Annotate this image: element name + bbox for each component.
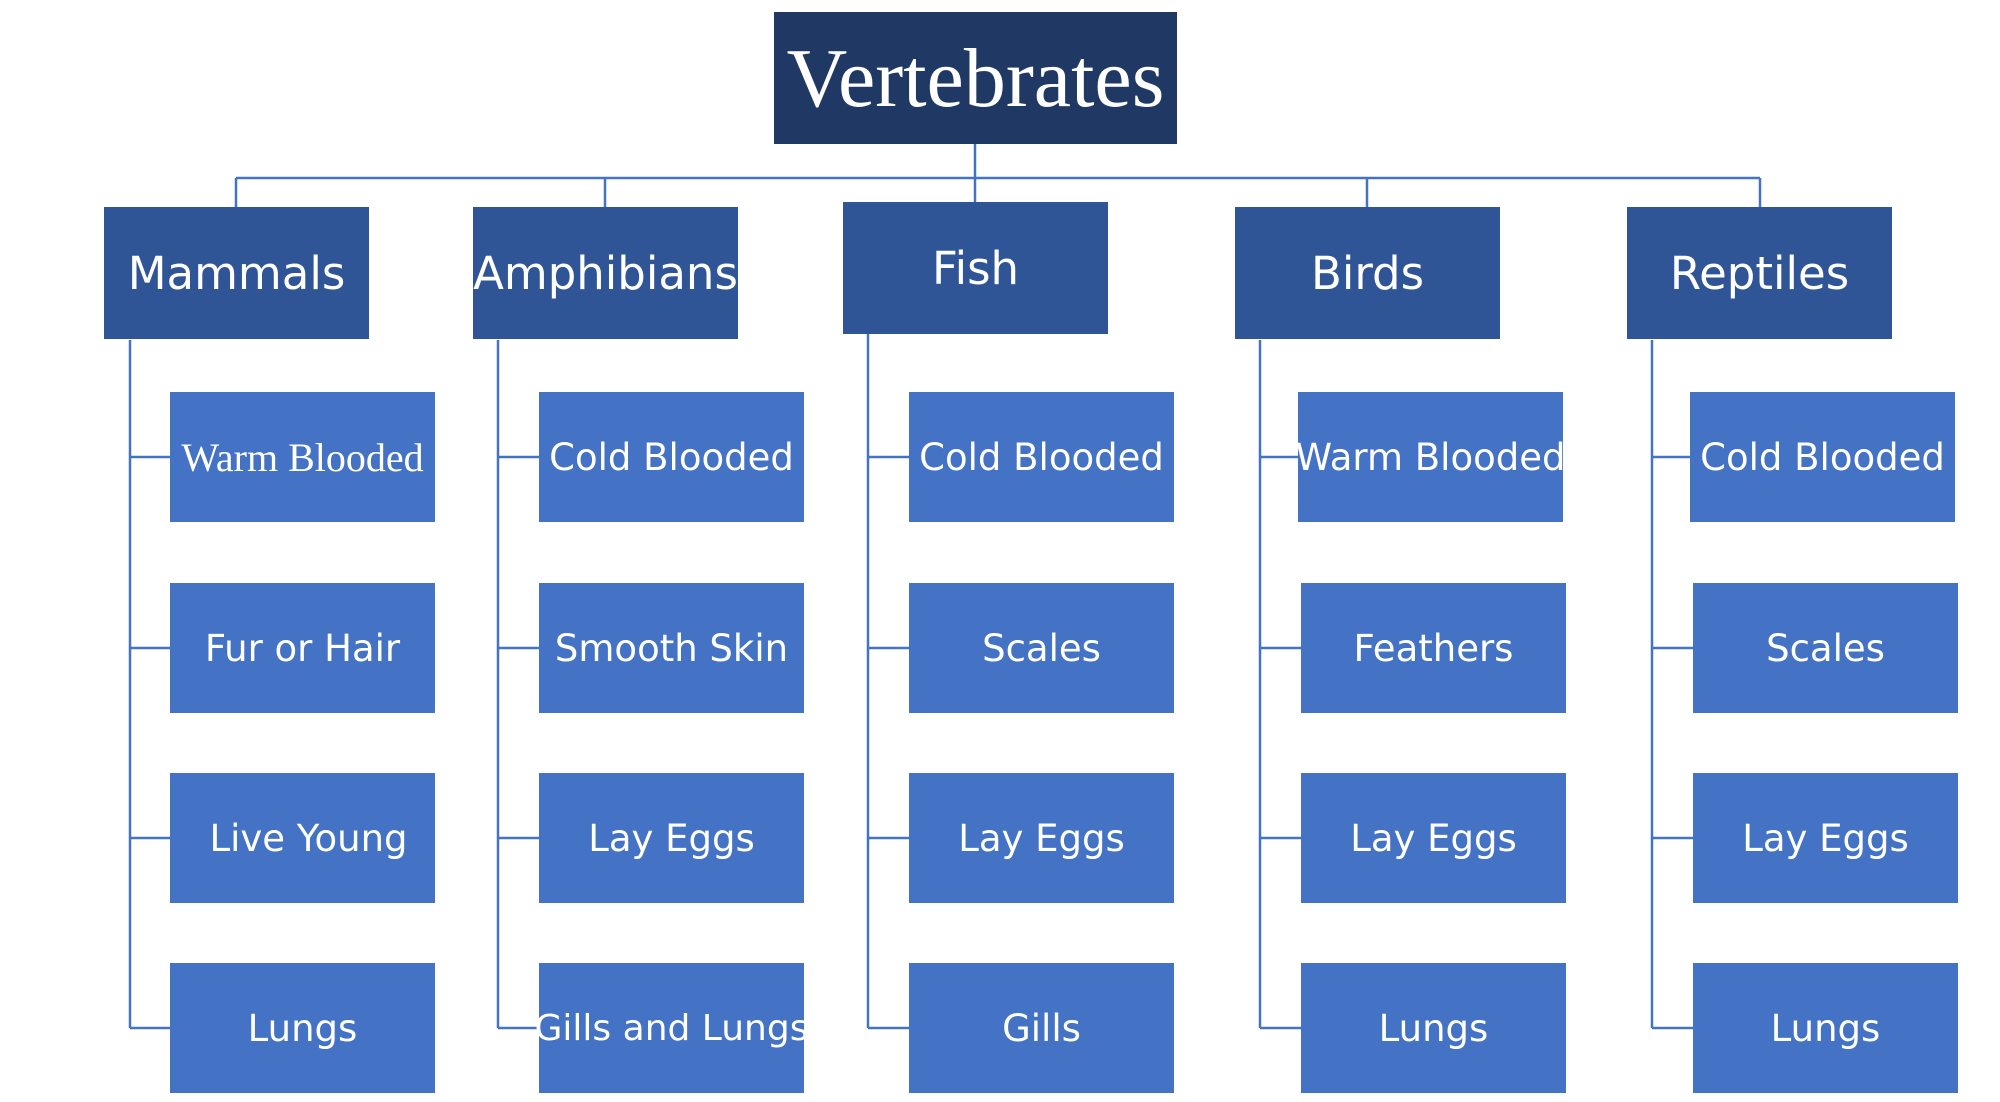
trait-node: Scales xyxy=(909,583,1174,713)
category-amphibians: Amphibians xyxy=(473,207,738,339)
trait-node: Lungs xyxy=(170,963,435,1093)
trait-node: Live Young xyxy=(170,773,435,903)
trait-node: Feathers xyxy=(1301,583,1566,713)
trait-node: Lungs xyxy=(1301,963,1566,1093)
category-reptiles: Reptiles xyxy=(1627,207,1892,339)
trait-node: Cold Blooded xyxy=(1690,392,1955,522)
trait-node: Warm Blooded xyxy=(170,392,435,522)
trait-node: Lay Eggs xyxy=(1693,773,1958,903)
trait-node: Cold Blooded xyxy=(539,392,804,522)
trait-node: Lungs xyxy=(1693,963,1958,1093)
trait-node: Warm Blooded xyxy=(1296,392,1565,522)
trait-node: Fur or Hair xyxy=(170,583,435,713)
trait-node: Smooth Skin xyxy=(539,583,804,713)
trait-node: Gills xyxy=(909,963,1174,1093)
trait-node: Gills and Lungs xyxy=(535,963,808,1093)
root-node-vertebrates: Vertebrates xyxy=(774,12,1177,144)
trait-node: Lay Eggs xyxy=(1301,773,1566,903)
trait-node: Cold Blooded xyxy=(909,392,1174,522)
trait-node: Scales xyxy=(1693,583,1958,713)
category-mammals: Mammals xyxy=(104,207,369,339)
category-fish: Fish xyxy=(843,202,1108,334)
trait-node: Lay Eggs xyxy=(539,773,804,903)
trait-node: Lay Eggs xyxy=(909,773,1174,903)
category-birds: Birds xyxy=(1235,207,1500,339)
